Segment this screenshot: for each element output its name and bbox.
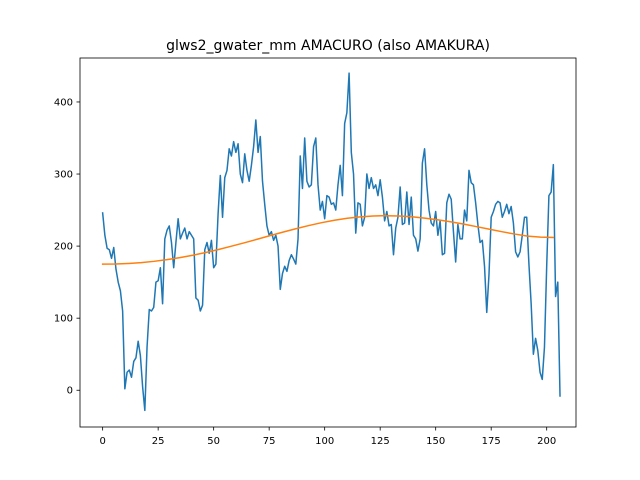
x-tick-label: 50 (207, 436, 220, 447)
y-tick-label: 300 (54, 170, 73, 181)
x-tick-label: 75 (263, 436, 276, 447)
x-tick-label: 25 (152, 436, 165, 447)
x-tick-label: 100 (315, 436, 334, 447)
x-tick-label: 175 (482, 436, 501, 447)
y-tick-label: 200 (54, 242, 73, 253)
series-line-1 (101, 72, 561, 412)
y-tick-label: 100 (54, 314, 73, 325)
x-tick-label: 125 (371, 436, 390, 447)
series-line-2 (101, 214, 555, 265)
x-tick-label: 200 (537, 436, 556, 447)
y-tick-label: 0 (67, 386, 73, 397)
plot-area: 0 25 50 75 100 125 150 175 200 0 100 200 300 400 (54, 57, 577, 447)
x-tick-label: 0 (99, 436, 105, 447)
chart-title: glws2_gwater_mm AMACURO (also AMAKURA) (166, 38, 490, 54)
y-tick-label: 400 (54, 97, 73, 108)
x-tick-label: 150 (426, 436, 445, 447)
axes-frame (79, 57, 577, 428)
